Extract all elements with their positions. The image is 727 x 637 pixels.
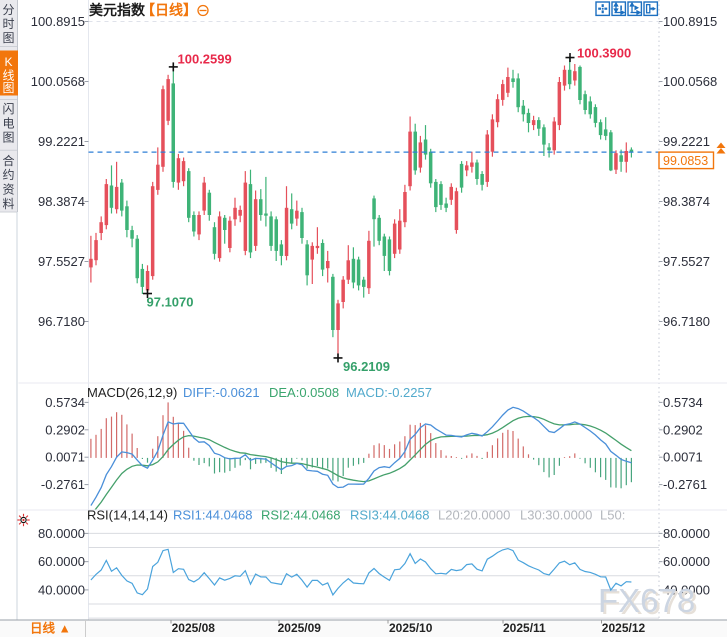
svg-text:60.0000: 60.0000 bbox=[663, 554, 710, 569]
svg-text:99.2221: 99.2221 bbox=[38, 134, 85, 149]
svg-text:0.2902: 0.2902 bbox=[45, 422, 85, 437]
svg-text:图: 图 bbox=[2, 131, 14, 145]
svg-text:L30:30.0000: L30:30.0000 bbox=[520, 508, 592, 523]
svg-text:料: 料 bbox=[2, 197, 14, 211]
svg-text:40.0000: 40.0000 bbox=[38, 582, 85, 597]
svg-text:电: 电 bbox=[2, 117, 14, 131]
svg-text:2025/08: 2025/08 bbox=[172, 621, 216, 635]
svg-text:0.5734: 0.5734 bbox=[45, 395, 85, 410]
svg-text:100.8915: 100.8915 bbox=[663, 14, 717, 29]
svg-text:98.3874: 98.3874 bbox=[663, 194, 710, 209]
svg-text:MACD(26,12,9): MACD(26,12,9) bbox=[87, 385, 177, 400]
svg-text:96.2109: 96.2109 bbox=[343, 359, 390, 374]
svg-text:100.3900: 100.3900 bbox=[577, 46, 631, 61]
svg-text:RSI2:44.0468: RSI2:44.0468 bbox=[261, 508, 341, 523]
svg-text:97.1070: 97.1070 bbox=[147, 295, 194, 310]
svg-text:RSI3:44.0468: RSI3:44.0468 bbox=[350, 508, 430, 523]
svg-text:美元指数: 美元指数 bbox=[89, 2, 146, 18]
svg-text:MACD:-0.2257: MACD:-0.2257 bbox=[346, 385, 432, 400]
svg-text:DIFF:-0.0621: DIFF:-0.0621 bbox=[183, 385, 260, 400]
svg-text:L20:20.0000: L20:20.0000 bbox=[438, 508, 510, 523]
svg-text:40.0000: 40.0000 bbox=[663, 582, 710, 597]
svg-text:L50:: L50: bbox=[600, 508, 625, 523]
svg-text:-0.2761: -0.2761 bbox=[663, 477, 707, 492]
svg-text:97.5527: 97.5527 bbox=[38, 254, 85, 269]
svg-text:97.5527: 97.5527 bbox=[663, 254, 710, 269]
svg-text:FX678: FX678 bbox=[598, 582, 695, 619]
svg-text:99.0853: 99.0853 bbox=[663, 154, 708, 168]
svg-text:分: 分 bbox=[2, 3, 14, 17]
svg-text:80.0000: 80.0000 bbox=[663, 526, 710, 541]
svg-text:图: 图 bbox=[2, 31, 14, 45]
svg-text:60.0000: 60.0000 bbox=[38, 554, 85, 569]
svg-text:约: 约 bbox=[2, 167, 14, 182]
svg-text:时: 时 bbox=[2, 17, 14, 31]
svg-text:FX678: FX678 bbox=[601, 584, 698, 621]
svg-text:2025/11: 2025/11 bbox=[503, 621, 546, 635]
svg-text:99.2221: 99.2221 bbox=[663, 134, 710, 149]
svg-text:资: 资 bbox=[2, 183, 14, 197]
svg-text:0.0071: 0.0071 bbox=[45, 450, 85, 465]
svg-text:96.7180: 96.7180 bbox=[38, 314, 85, 329]
svg-text:DEA:0.0508: DEA:0.0508 bbox=[269, 385, 339, 400]
svg-text:80.0000: 80.0000 bbox=[38, 526, 85, 541]
svg-text:2025/12: 2025/12 bbox=[602, 621, 646, 635]
svg-text:RSI1:44.0468: RSI1:44.0468 bbox=[173, 508, 253, 523]
svg-text:线: 线 bbox=[2, 69, 14, 83]
svg-text:-0.2761: -0.2761 bbox=[41, 477, 85, 492]
svg-text:2025/10: 2025/10 bbox=[389, 621, 433, 635]
svg-text:日线 ▲: 日线 ▲ bbox=[30, 621, 71, 636]
svg-text:0.2902: 0.2902 bbox=[663, 422, 703, 437]
svg-text:100.0568: 100.0568 bbox=[31, 74, 85, 89]
svg-text:98.3874: 98.3874 bbox=[38, 194, 85, 209]
svg-text:图: 图 bbox=[2, 81, 14, 95]
svg-text:闪: 闪 bbox=[2, 102, 14, 116]
svg-text:96.7180: 96.7180 bbox=[663, 314, 710, 329]
svg-text:【日线】: 【日线】 bbox=[141, 2, 197, 18]
svg-text:100.8915: 100.8915 bbox=[31, 14, 85, 29]
svg-text:100.0568: 100.0568 bbox=[663, 74, 717, 89]
svg-text:合: 合 bbox=[2, 153, 14, 168]
svg-text:100.2599: 100.2599 bbox=[178, 52, 232, 67]
svg-text:0.5734: 0.5734 bbox=[663, 395, 703, 410]
svg-text:K: K bbox=[4, 55, 12, 69]
svg-text:2025/09: 2025/09 bbox=[278, 621, 322, 635]
svg-text:0.0071: 0.0071 bbox=[663, 450, 703, 465]
svg-text:RSI(14,14,14): RSI(14,14,14) bbox=[87, 508, 168, 523]
